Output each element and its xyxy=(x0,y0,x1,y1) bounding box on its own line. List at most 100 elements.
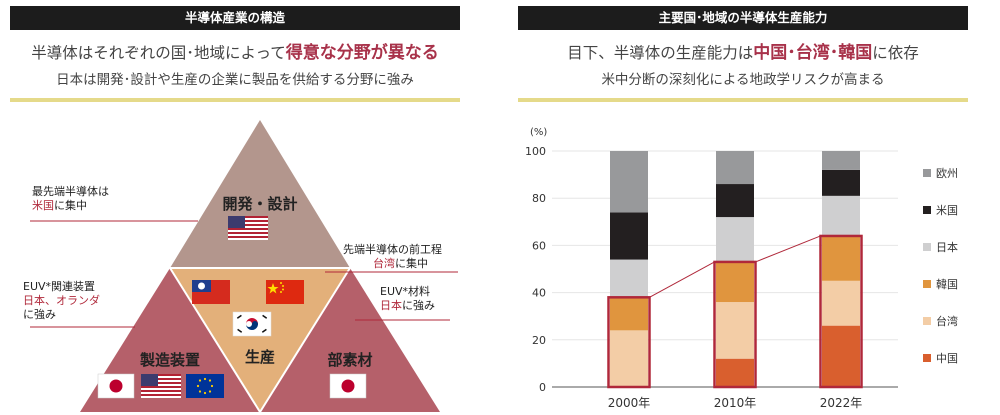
legend-label: 日本 xyxy=(936,241,958,254)
annotation-materials-line1: EUV*材料 xyxy=(380,285,431,298)
stacked-bar-chart: (%) 0 20 40 60 80 100 2000年 2010年 2022年 xyxy=(525,127,898,410)
y-tick-label: 60 xyxy=(532,239,546,252)
annotation-materials-rest: に強み xyxy=(402,299,435,312)
legend-item: 中国 xyxy=(923,350,958,366)
annotation-us-line2: 米国に集中 xyxy=(32,199,109,213)
left-headline: 半導体はそれぞれの国･地域によって得意な分野が異なる xyxy=(10,38,460,63)
segment-label-equipment: 製造装置 xyxy=(139,351,200,369)
annotation-materials: EUV*材料 日本に強み xyxy=(380,285,435,313)
annotation-equipment-line1: EUV*関連装置 xyxy=(23,280,96,293)
trend-connector xyxy=(755,235,821,263)
legend-label: 韓国 xyxy=(936,278,958,291)
x-tick-label: 2022年 xyxy=(820,396,863,410)
right-subline: 米中分断の深刻化による地政学リスクが高まる xyxy=(601,72,885,88)
legend-swatch xyxy=(923,317,931,325)
trend-connector xyxy=(649,261,715,298)
bar-segment xyxy=(822,169,860,196)
legend-swatch xyxy=(923,354,931,362)
bar-segment xyxy=(716,151,754,185)
right-divider xyxy=(518,98,968,102)
left-divider xyxy=(10,98,460,102)
us-flag-icon xyxy=(141,374,181,398)
bar-segment xyxy=(716,261,754,303)
annotation-equipment-red: 日本、オランダ xyxy=(23,294,100,307)
japan-flag-icon xyxy=(329,373,367,399)
bar-segment xyxy=(610,297,648,331)
bar-segment xyxy=(822,325,860,387)
y-tick-label: 20 xyxy=(532,334,546,347)
x-tick-label: 2000年 xyxy=(608,396,651,410)
pyramid-diagram: 開発・設計 生産 製造装置 部素材 xyxy=(30,120,458,413)
legend-swatch xyxy=(923,280,931,288)
highlight-box xyxy=(819,234,863,389)
bar-segment xyxy=(716,217,754,262)
right-headline: 目下、半導体の生産能力は中国･台湾･韓国に依存 xyxy=(518,38,968,63)
y-tick-label: 80 xyxy=(532,192,546,205)
production-capacity-panel: 主要国･地域の半導体生産能力 目下、半導体の生産能力は中国･台湾･韓国に依存 米… xyxy=(518,0,968,415)
annotation-us: 最先端半導体は 米国に集中 xyxy=(32,185,109,213)
legend-swatch xyxy=(923,243,931,251)
annotation-us-red: 米国 xyxy=(32,199,54,212)
bar-segment xyxy=(822,280,860,326)
annotation-equipment-line3: に強み xyxy=(23,308,56,321)
legend-item: 米国 xyxy=(923,202,958,218)
legend-swatch xyxy=(923,206,931,214)
right-headline-highlight: 中国･台湾･韓国 xyxy=(753,43,873,63)
x-tick-label: 2010年 xyxy=(714,396,757,410)
taiwan-flag-icon xyxy=(192,280,230,304)
left-headline-highlight: 得意な分野が異なる xyxy=(285,43,439,63)
korea-flag-icon xyxy=(232,311,272,337)
highlight-box xyxy=(713,260,757,389)
left-header: 半導体産業の構造 xyxy=(10,6,460,30)
legend-item: 欧州 xyxy=(923,165,958,181)
left-subline: 日本は開発･設計や生産の企業に製品を供給する分野に強み xyxy=(56,72,414,88)
bar-segment xyxy=(822,195,860,236)
right-headline-text: 目下、半導体の生産能力は xyxy=(567,44,754,62)
bar-segment xyxy=(716,358,754,387)
legend-swatch xyxy=(923,169,931,177)
right-headline-post: に依存 xyxy=(872,44,919,62)
annotation-taiwan-line2: 台湾に集中 xyxy=(343,257,442,271)
segment-label-design: 開発・設計 xyxy=(222,195,297,213)
left-headline-text: 半導体はそれぞれの国･地域によって xyxy=(31,44,286,62)
china-flag-icon xyxy=(266,280,304,304)
japan-flag-icon xyxy=(97,373,135,399)
segment-label-materials: 部素材 xyxy=(327,351,372,369)
eu-flag-icon xyxy=(186,374,224,398)
y-tick-label: 40 xyxy=(532,287,546,300)
legend-label: 台湾 xyxy=(936,315,958,328)
bar-segment xyxy=(610,330,648,387)
bar-segment xyxy=(822,235,860,281)
bar-segment xyxy=(610,151,648,213)
bar-segment xyxy=(716,184,754,218)
legend-item: 韓国 xyxy=(923,276,958,292)
design-segment xyxy=(170,120,350,268)
bar-segment xyxy=(716,302,754,359)
legend-label: 欧州 xyxy=(936,167,958,180)
legend-label: 中国 xyxy=(936,352,958,365)
annotation-taiwan: 先端半導体の前工程 台湾に集中 xyxy=(343,243,442,271)
highlight-box xyxy=(607,296,651,389)
industry-structure-panel: 半導体産業の構造 半導体はそれぞれの国･地域によって得意な分野が異なる 日本は開… xyxy=(10,0,460,415)
legend-label: 米国 xyxy=(936,204,958,217)
materials-segment xyxy=(260,268,440,412)
us-flag-icon xyxy=(228,216,268,240)
legend-item: 日本 xyxy=(923,239,958,255)
annotation-us-line1: 最先端半導体は xyxy=(32,185,109,198)
annotation-us-rest: に集中 xyxy=(54,199,87,212)
annotation-taiwan-red: 台湾 xyxy=(373,257,395,270)
annotation-equipment: EUV*関連装置 日本、オランダ に強み xyxy=(23,280,100,322)
y-axis-unit-label: (%) xyxy=(530,127,547,138)
annotation-materials-line2: 日本に強み xyxy=(380,299,435,313)
legend-item: 台湾 xyxy=(923,313,958,329)
y-tick-label: 0 xyxy=(539,381,546,394)
annotation-taiwan-rest: に集中 xyxy=(395,257,428,270)
annotation-taiwan-line1: 先端半導体の前工程 xyxy=(343,243,442,256)
bar-segment xyxy=(610,259,648,298)
segment-label-production: 生産 xyxy=(245,348,275,366)
y-tick-label: 100 xyxy=(525,145,546,158)
bar-segment xyxy=(610,212,648,260)
right-header: 主要国･地域の半導体生産能力 xyxy=(518,6,968,30)
bar-segment xyxy=(822,151,860,170)
annotation-materials-red: 日本 xyxy=(380,299,402,312)
